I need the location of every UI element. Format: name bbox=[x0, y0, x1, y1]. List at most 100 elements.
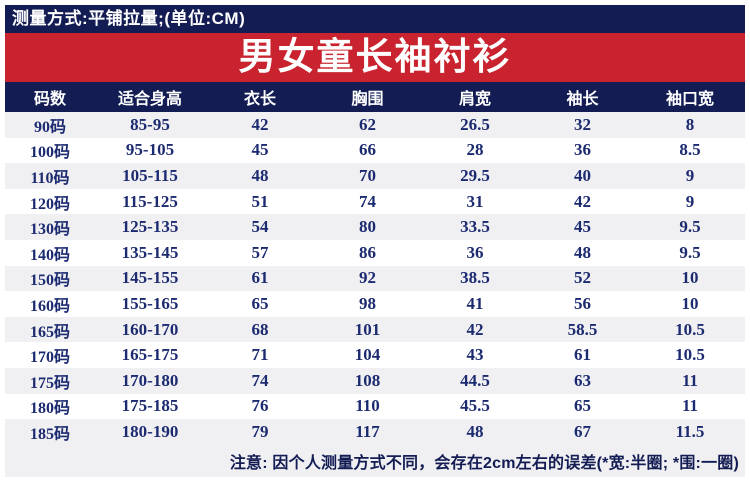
value-cell: 9.5 bbox=[679, 242, 701, 262]
value-cell: 180-190 bbox=[121, 421, 179, 441]
table-header-row: 码数 适合身高 衣长 胸围 肩宽 袖长 袖口宽 bbox=[5, 82, 745, 112]
value-cell: 76 bbox=[251, 396, 269, 416]
title-banner: 男女童长袖衬衫 bbox=[5, 33, 745, 82]
size-cell: 160码 bbox=[29, 297, 70, 315]
value-cell: 52 bbox=[574, 268, 591, 288]
header-cell: 码数 bbox=[33, 91, 66, 108]
value-cell: 48 bbox=[466, 421, 484, 441]
value-cell: 45 bbox=[574, 217, 591, 237]
value-cell: 40 bbox=[574, 165, 591, 185]
table-row: 110码 105-115 48 70 29.5 40 9 bbox=[5, 163, 745, 189]
measure-method-text: 测量方式:平铺拉量;(单位:CM) bbox=[12, 9, 246, 28]
table-row: 175码 170-180 74 108 44.5 63 11 bbox=[5, 367, 745, 394]
value-cell: 36 bbox=[466, 242, 484, 262]
table-row: 120码 115-125 51 74 31 42 9 bbox=[5, 189, 745, 215]
value-cell: 57 bbox=[251, 242, 269, 262]
value-cell: 74 bbox=[359, 191, 376, 211]
note-row: 注意: 因个人测量方式不同，会存在2cm左右的误差(*宽:半圈; *围:一圈) bbox=[5, 444, 745, 477]
value-cell: 9.5 bbox=[679, 217, 701, 237]
value-cell: 10.5 bbox=[675, 345, 705, 365]
table-row: 185码 180-190 79 117 48 67 11.5 bbox=[5, 419, 745, 445]
table-row: 180码 175-185 76 110 45.5 65 11 bbox=[5, 394, 745, 420]
value-cell: 45.5 bbox=[460, 396, 490, 416]
value-cell: 38.5 bbox=[460, 268, 490, 288]
value-cell: 11 bbox=[681, 396, 699, 416]
value-cell: 145-155 bbox=[121, 268, 179, 288]
value-cell: 11 bbox=[681, 370, 699, 390]
table-row: 130码 125-135 54 80 33.5 45 9.5 bbox=[5, 214, 745, 240]
value-cell: 43 bbox=[466, 345, 484, 365]
header-cell: 衣长 bbox=[243, 91, 276, 108]
value-cell: 48 bbox=[251, 165, 269, 185]
size-cell: 140码 bbox=[29, 246, 70, 264]
header-cell: 适合身高 bbox=[117, 91, 182, 108]
value-cell: 66 bbox=[359, 140, 376, 160]
header-cell: 袖长 bbox=[566, 91, 599, 108]
value-cell: 80 bbox=[359, 217, 376, 237]
size-cell: 110码 bbox=[30, 169, 70, 187]
value-cell: 79 bbox=[251, 421, 269, 441]
size-table: 码数 适合身高 衣长 胸围 肩宽 袖长 袖口宽 90码 85-95 42 62 26.5 32 8 100… bbox=[5, 82, 745, 445]
value-cell: 42 bbox=[574, 191, 591, 211]
note-text: 注意: 因个人测量方式不同，会存在2cm左右的误差(*宽:半圈; *围:一圈) bbox=[229, 454, 739, 472]
value-cell: 98 bbox=[359, 293, 376, 313]
value-cell: 33.5 bbox=[460, 217, 490, 237]
header-cell: 胸围 bbox=[351, 91, 384, 108]
value-cell: 9 bbox=[685, 165, 695, 185]
size-cell: 100码 bbox=[29, 144, 70, 162]
value-cell: 9 bbox=[685, 191, 695, 211]
value-cell: 61 bbox=[251, 268, 269, 288]
value-cell: 170-180 bbox=[121, 370, 179, 390]
size-cell: 130码 bbox=[29, 221, 70, 239]
value-cell: 155-165 bbox=[121, 293, 179, 313]
size-cell: 150码 bbox=[29, 272, 70, 290]
value-cell: 125-135 bbox=[121, 217, 179, 237]
value-cell: 108 bbox=[354, 370, 381, 390]
value-cell: 29.5 bbox=[460, 165, 490, 185]
value-cell: 54 bbox=[251, 217, 269, 237]
measure-method-bar: 测量方式:平铺拉量;(单位:CM) bbox=[5, 5, 745, 33]
value-cell: 135-145 bbox=[121, 242, 179, 262]
value-cell: 92 bbox=[359, 268, 376, 288]
size-cell: 175码 bbox=[29, 374, 70, 392]
value-cell: 8.5 bbox=[679, 140, 701, 160]
value-cell: 8 bbox=[685, 114, 695, 134]
value-cell: 62 bbox=[359, 114, 376, 134]
table-row: 160码 155-165 65 98 41 56 10 bbox=[5, 291, 745, 317]
table-row: 140码 135-145 57 86 36 48 9.5 bbox=[5, 240, 745, 266]
table-row: 165码 160-170 68 101 42 58.5 10.5 bbox=[5, 316, 745, 343]
value-cell: 165-175 bbox=[121, 345, 179, 365]
value-cell: 74 bbox=[251, 370, 269, 390]
value-cell: 11.5 bbox=[675, 421, 705, 441]
value-cell: 28 bbox=[466, 140, 484, 160]
value-cell: 10.5 bbox=[675, 319, 705, 339]
value-cell: 32 bbox=[574, 114, 591, 134]
value-cell: 61 bbox=[574, 345, 591, 365]
value-cell: 42 bbox=[251, 114, 269, 134]
value-cell: 104 bbox=[354, 345, 381, 365]
value-cell: 70 bbox=[359, 165, 376, 185]
value-cell: 48 bbox=[574, 242, 591, 262]
page-title: 男女童长袖衬衫 bbox=[238, 37, 512, 78]
value-cell: 26.5 bbox=[460, 114, 490, 134]
value-cell: 51 bbox=[251, 191, 269, 211]
value-cell: 160-170 bbox=[121, 319, 179, 339]
size-cell: 90码 bbox=[33, 118, 66, 136]
value-cell: 85-95 bbox=[130, 114, 170, 134]
size-cell: 185码 bbox=[29, 425, 70, 443]
value-cell: 95-105 bbox=[125, 140, 175, 160]
value-cell: 68 bbox=[251, 319, 269, 339]
table-row: 100码 95-105 45 66 28 36 8.5 bbox=[5, 138, 745, 164]
value-cell: 105-115 bbox=[122, 165, 178, 185]
value-cell: 56 bbox=[574, 293, 591, 313]
value-cell: 101 bbox=[354, 319, 381, 339]
size-cell: 120码 bbox=[29, 195, 70, 213]
table-body: 90码 85-95 42 62 26.5 32 8 100码 95-105 45 66 28 36 8.5… bbox=[5, 112, 745, 445]
size-chart-page: 测量方式:平铺拉量;(单位:CM) 男女童长袖衬衫 码数 适合身高 衣长 胸围 肩宽 袖长… bbox=[5, 5, 745, 477]
value-cell: 10 bbox=[681, 293, 699, 313]
value-cell: 115-125 bbox=[122, 191, 178, 211]
header-cell: 袖口宽 bbox=[665, 91, 714, 108]
value-cell: 71 bbox=[251, 345, 269, 365]
size-cell: 180码 bbox=[29, 400, 70, 418]
table-row: 170码 165-175 71 104 43 61 10.5 bbox=[5, 342, 745, 368]
